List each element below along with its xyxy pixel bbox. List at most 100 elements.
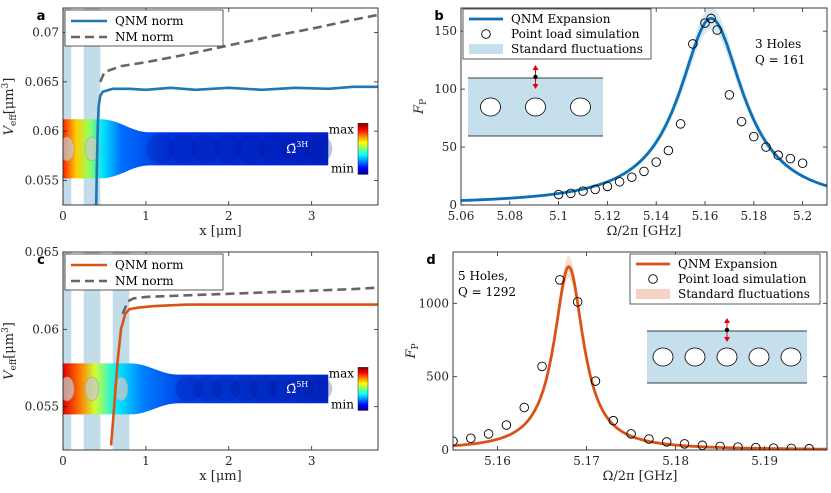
data-point — [639, 166, 649, 177]
y-tick-label: 0 — [441, 443, 449, 457]
field-map — [63, 119, 329, 179]
legend-patch — [636, 289, 670, 299]
panel-letter: d — [426, 253, 435, 268]
data-point — [651, 157, 661, 167]
data-point — [724, 90, 735, 100]
annotation-q: Q = 1292 — [458, 285, 516, 299]
data-point — [553, 189, 564, 200]
data-point — [627, 172, 637, 182]
y-axis-label: Veff[μm3] — [1, 322, 19, 380]
x-axis-label: Ω/2π [GHz] — [607, 224, 682, 239]
inset-hole — [748, 347, 770, 367]
legend-box — [64, 253, 224, 291]
plot-area — [461, 8, 827, 202]
data-point — [572, 297, 583, 307]
inset-hole — [525, 97, 546, 117]
x-tick-label: 5.14 — [643, 209, 670, 223]
series-nm-norm — [99, 13, 378, 83]
data-point — [626, 429, 636, 439]
y-tick-label: 0.055 — [25, 400, 59, 414]
annotation-holes: 3 Holes — [755, 37, 801, 51]
field-lobe — [267, 376, 296, 402]
data-point — [466, 433, 476, 444]
hole-shape — [84, 376, 100, 402]
y-tick-label: 0.065 — [25, 245, 59, 259]
data-point — [566, 188, 576, 199]
hole-shape — [113, 376, 129, 402]
colorbar — [357, 123, 369, 175]
inset-hole — [716, 347, 738, 367]
x-tick-label: 5.16 — [692, 209, 719, 223]
series-qnm-norm — [109, 303, 378, 446]
data-point — [519, 402, 529, 413]
legend-entry: QNM norm — [115, 258, 184, 272]
field-lobe — [175, 376, 204, 402]
data-point — [661, 437, 672, 447]
x-tick-label: 1 — [142, 209, 150, 223]
colorbar — [357, 367, 369, 411]
data-point — [736, 116, 747, 127]
data-point — [706, 13, 716, 24]
x-tick-label: 5.16 — [484, 454, 511, 468]
legend-entry: NM norm — [115, 274, 174, 288]
qnm-curve — [461, 16, 827, 202]
x-tick-label: 5.18 — [662, 454, 689, 468]
y-axis-label: FP — [404, 343, 421, 359]
field-lobe — [193, 376, 222, 402]
x-tick-label: 2 — [225, 209, 233, 223]
hole-shape — [63, 136, 75, 162]
data-point — [675, 119, 686, 129]
arrow-head — [532, 84, 539, 89]
data-point — [804, 443, 814, 450]
legend-box — [64, 9, 224, 47]
data-point — [751, 442, 761, 450]
legend-entry: NM norm — [115, 30, 174, 44]
axes-frame — [62, 251, 379, 451]
field-lobe — [249, 376, 277, 402]
data-point — [715, 441, 725, 450]
x-tick-label: 5.19 — [751, 454, 778, 468]
data-point — [768, 443, 779, 450]
hole-shape — [63, 376, 75, 402]
data-point — [555, 275, 565, 285]
x-tick-label: 3 — [308, 209, 316, 223]
axes-frame — [62, 7, 379, 206]
legend-entry: QNM Expansion — [511, 12, 611, 26]
hole-band — [63, 8, 72, 205]
y-tick-label: 0.065 — [25, 75, 59, 89]
hole-shape — [84, 136, 100, 162]
y-tick-label: 0 — [449, 198, 457, 212]
field-lobe — [304, 376, 333, 402]
y-tick-label: 150 — [434, 24, 457, 38]
legend-entry: Standard fluctuations — [678, 287, 810, 301]
y-tick-label: 100 — [434, 82, 457, 96]
data-point — [773, 150, 783, 160]
data-point — [688, 39, 698, 49]
x-tick-label: 0 — [59, 454, 67, 468]
arrow-head — [532, 65, 539, 70]
field-lobe — [259, 134, 288, 164]
panel-letter: a — [37, 9, 46, 24]
legend-patch — [469, 44, 503, 54]
legend-marker — [648, 274, 658, 284]
x-axis-label: x [μm] — [199, 469, 241, 484]
legend-entry: Point load simulation — [511, 27, 640, 41]
data-point — [785, 153, 796, 164]
hole-band — [63, 252, 72, 450]
field-map — [63, 363, 329, 415]
data-point — [663, 145, 674, 156]
x-tick-label: 5.08 — [496, 209, 523, 223]
data-point — [614, 177, 625, 187]
axes-frame — [452, 251, 828, 451]
arrow-head — [724, 337, 730, 342]
y-axis-label: FP — [412, 99, 429, 115]
legend-entry: QNM norm — [115, 14, 184, 28]
x-tick-label: 5.12 — [594, 209, 621, 223]
axes-frame — [460, 7, 828, 206]
inset-hole — [684, 347, 706, 367]
x-axis-label: Ω/2π [GHz] — [603, 469, 678, 484]
colorbar-max-label: max — [329, 122, 355, 136]
data-point — [602, 181, 613, 192]
data-point — [644, 434, 654, 444]
